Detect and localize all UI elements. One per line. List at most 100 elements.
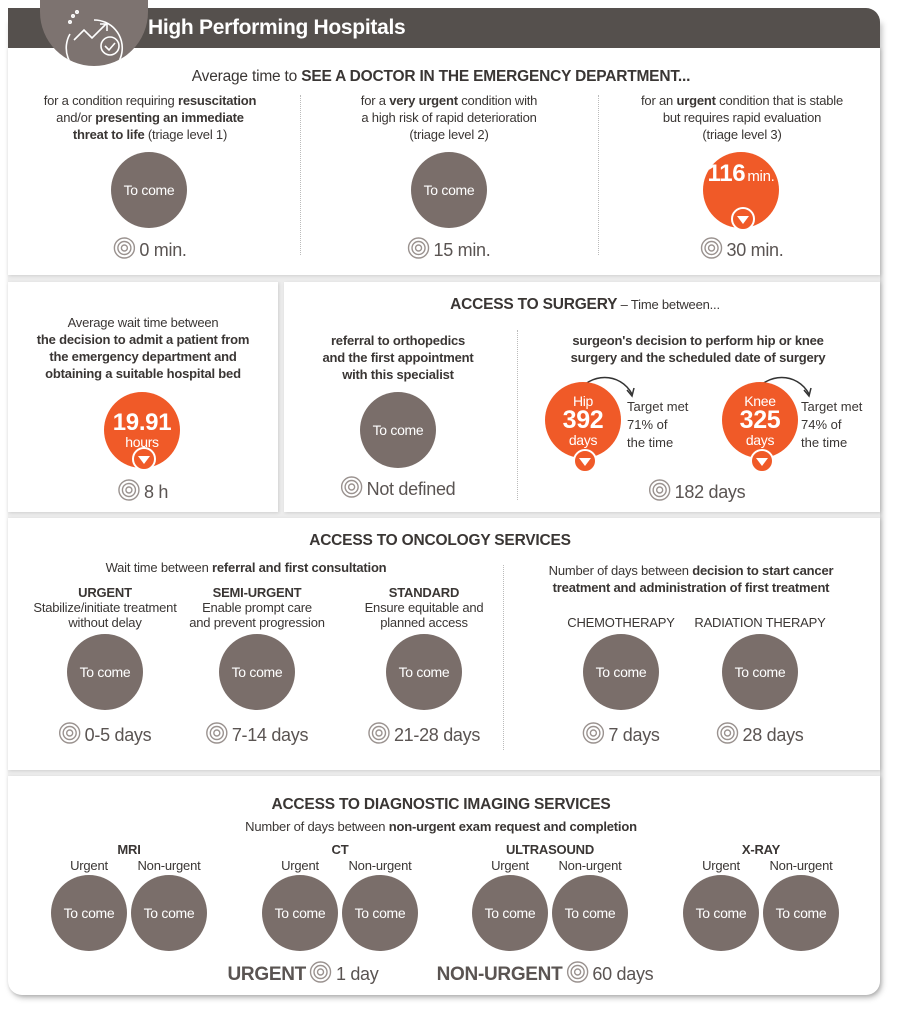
text-segment: referral to orthopedics bbox=[330, 333, 466, 348]
imaging-nonurgent-value: To come bbox=[131, 875, 207, 951]
hip-target-met: Target met 71% of the time bbox=[627, 399, 689, 450]
ed-col3-desc: for an urgent condition that is stable bu… bbox=[641, 92, 843, 143]
text-segment: treatment and administration of first tr… bbox=[552, 580, 830, 595]
knee-value: Knee 325 days bbox=[722, 382, 798, 458]
text-segment: (triage level 2) bbox=[409, 127, 489, 142]
text-segment: condition that is stable bbox=[715, 93, 843, 108]
text-segment: Average wait time between bbox=[67, 315, 219, 330]
target-icon bbox=[368, 722, 390, 749]
target-icon bbox=[113, 237, 136, 264]
text-segment: resuscitation bbox=[177, 93, 257, 108]
text-segment: with this specialist bbox=[342, 367, 454, 382]
imaging-group-name: CT bbox=[331, 842, 349, 857]
oncology-treatment-value: To come bbox=[583, 634, 659, 710]
text-segment: (triage level 1) bbox=[144, 127, 228, 142]
oncology-cat-target: 0-5 days bbox=[58, 722, 152, 749]
text-segment: the emergency department and bbox=[49, 349, 237, 364]
nonurgent-label: Non-urgent bbox=[558, 858, 622, 873]
down-arrow-icon bbox=[731, 207, 755, 231]
ed-level1-value: To come bbox=[111, 152, 187, 228]
nonurgent-label: Non-urgent bbox=[348, 858, 412, 873]
oncology-cat-desc: Stabilize/initiate treatment without dela… bbox=[33, 600, 177, 630]
page-title: High Performing Hospitals bbox=[148, 16, 406, 39]
text-segment: obtaining a suitable hospital bed bbox=[45, 366, 241, 381]
imaging-group-name: ULTRASOUND bbox=[505, 842, 595, 857]
oncology-cat-desc: Ensure equitable and planned access bbox=[364, 600, 484, 630]
target-icon bbox=[407, 237, 430, 264]
hipknee-desc: surgeon's decision to perform hip or kne… bbox=[571, 332, 826, 366]
text-segment: a high risk of rapid deterioration bbox=[361, 110, 537, 125]
oncology-left-sub: Wait time between referral and first con… bbox=[106, 559, 387, 576]
down-arrow-icon bbox=[132, 447, 156, 471]
imaging-sub: Number of days between non-urgent exam r… bbox=[245, 818, 637, 835]
nonurgent-label: Non-urgent bbox=[769, 858, 833, 873]
text-segment: Number of days between bbox=[548, 563, 693, 578]
ortho-value: To come bbox=[360, 392, 436, 468]
ed-col1-desc: for a condition requiring resuscitation a… bbox=[44, 92, 257, 143]
text-segment: and the first appointment bbox=[322, 350, 474, 365]
urgent-label: Urgent bbox=[491, 858, 529, 873]
imaging-group-name: MRI bbox=[117, 842, 141, 857]
target-icon bbox=[310, 961, 332, 988]
down-arrow-icon bbox=[573, 449, 597, 473]
imaging-urgent-value: To come bbox=[683, 875, 759, 951]
text-segment: and/or bbox=[56, 110, 96, 125]
bed-desc: Average wait time between the decision to… bbox=[36, 314, 250, 382]
text-segment: presenting an immediate bbox=[95, 110, 244, 125]
oncology-cat-label: URGENT bbox=[78, 585, 132, 600]
text-segment: condition with bbox=[457, 93, 538, 108]
text-segment: (triage level 3) bbox=[702, 127, 782, 142]
urgent-label: Urgent bbox=[702, 858, 740, 873]
oncology-cat-value: To come bbox=[219, 634, 295, 710]
ortho-desc: referral to orthopedics and the first app… bbox=[322, 332, 473, 383]
text-segment: Wait time between bbox=[105, 560, 213, 575]
imaging-nonurgent-value: To come bbox=[763, 875, 839, 951]
imaging-urgent-value: To come bbox=[51, 875, 127, 951]
oncology-cat-value: To come bbox=[67, 634, 143, 710]
divider bbox=[598, 95, 599, 255]
surgery-title: ACCESS TO SURGERY – Time between... bbox=[450, 296, 720, 313]
text-segment: referral and first consultation bbox=[212, 560, 387, 575]
imaging-urgent-target: URGENT 1 day bbox=[228, 961, 379, 988]
target-icon bbox=[566, 961, 589, 988]
target-icon bbox=[582, 722, 605, 749]
target-icon bbox=[340, 476, 363, 503]
imaging-nonurgent-target: NON-URGENT 60 days bbox=[437, 961, 654, 988]
target-icon bbox=[118, 479, 140, 506]
imaging-title: ACCESS TO DIAGNOSTIC IMAGING SERVICES bbox=[271, 796, 611, 813]
ed-level1-target: 0 min. bbox=[113, 237, 187, 264]
urgent-label: Urgent bbox=[70, 858, 108, 873]
header-bar bbox=[8, 0, 880, 66]
text-segment: surgery and the scheduled date of surger… bbox=[570, 350, 826, 365]
imaging-group-name: X-RAY bbox=[741, 842, 781, 857]
text-segment: Number of days between bbox=[245, 819, 389, 834]
hipknee-target: 182 days bbox=[648, 479, 746, 506]
divider bbox=[503, 565, 504, 750]
text-segment: very urgent bbox=[389, 93, 458, 108]
text-segment: decision to start cancer bbox=[692, 563, 834, 578]
target-icon bbox=[700, 237, 723, 264]
divider bbox=[517, 330, 518, 500]
imaging-nonurgent-value: To come bbox=[342, 875, 418, 951]
ed-level2-value: To come bbox=[411, 152, 487, 228]
oncology-cat-label: SEMI-URGENT bbox=[212, 585, 302, 600]
oncology-cat-target: 21-28 days bbox=[368, 722, 480, 749]
oncology-treatment-value: To come bbox=[722, 634, 798, 710]
target-icon bbox=[58, 722, 81, 749]
oncology-cat-value: To come bbox=[386, 634, 462, 710]
ed-level3-target: 30 min. bbox=[700, 237, 784, 264]
text-segment: for a bbox=[360, 93, 390, 108]
oncology-cat-desc: Enable prompt care and prevent progressio… bbox=[189, 600, 325, 630]
down-arrow-icon bbox=[750, 449, 774, 473]
text-segment: threat to life bbox=[72, 127, 145, 142]
oncology-cat-label: STANDARD bbox=[388, 585, 460, 600]
oncology-treatment-target: 7 days bbox=[582, 722, 660, 749]
text-segment: for an bbox=[641, 93, 677, 108]
text-segment: non-urgent exam request and completion bbox=[388, 819, 637, 834]
target-icon bbox=[648, 479, 671, 506]
text-segment: the decision to admit a patient from bbox=[36, 332, 250, 347]
oncology-cat-target: 7-14 days bbox=[206, 722, 308, 749]
oncology-treatment-label: CHEMOTHERAPY bbox=[567, 615, 675, 630]
text-segment: but requires rapid evaluation bbox=[662, 110, 822, 125]
oncology-right-sub: Number of days between decision to start… bbox=[549, 562, 834, 596]
